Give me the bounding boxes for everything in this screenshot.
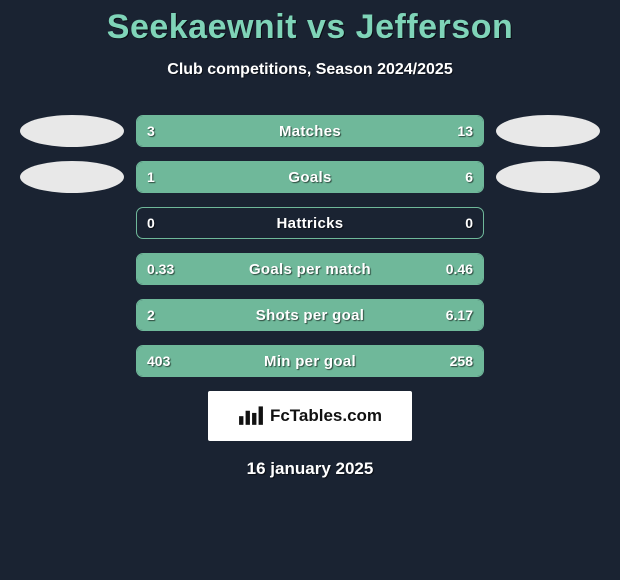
footer-date: 16 january 2025	[0, 459, 620, 479]
stats-list: 313Matches 16Goals 00Hattricks 0.330.46Goal…	[0, 115, 620, 377]
avatar-spacer	[20, 207, 124, 239]
avatar-spacer	[20, 253, 124, 285]
stat-label: Goals	[137, 162, 483, 192]
infographic-container: Seekaewnit vs Jefferson Club competition…	[0, 0, 620, 580]
stat-label: Min per goal	[137, 346, 483, 376]
avatar-spacer	[20, 299, 124, 331]
stat-bar: 00Hattricks	[136, 207, 484, 239]
stat-bar: 26.17Shots per goal	[136, 299, 484, 331]
subtitle: Club competitions, Season 2024/2025	[0, 61, 620, 79]
stat-row: 26.17Shots per goal	[0, 299, 620, 331]
stat-bar: 16Goals	[136, 161, 484, 193]
stat-label: Matches	[137, 116, 483, 146]
player-avatar-right	[496, 115, 600, 147]
stat-bar: 313Matches	[136, 115, 484, 147]
player-avatar-left	[20, 161, 124, 193]
avatar-spacer	[496, 299, 600, 331]
stat-row: 313Matches	[0, 115, 620, 147]
branding-badge: FcTables.com	[208, 391, 412, 441]
page-title: Seekaewnit vs Jefferson	[0, 8, 620, 47]
stat-bar: 0.330.46Goals per match	[136, 253, 484, 285]
avatar-spacer	[20, 345, 124, 377]
avatar-spacer	[496, 207, 600, 239]
branding-text: FcTables.com	[270, 406, 382, 426]
stat-row: 16Goals	[0, 161, 620, 193]
player-avatar-left	[20, 115, 124, 147]
player-avatar-right	[496, 161, 600, 193]
stat-label: Shots per goal	[137, 300, 483, 330]
stat-row: 00Hattricks	[0, 207, 620, 239]
stat-label: Goals per match	[137, 254, 483, 284]
stat-row: 0.330.46Goals per match	[0, 253, 620, 285]
stat-row: 403258Min per goal	[0, 345, 620, 377]
stat-bar: 403258Min per goal	[136, 345, 484, 377]
avatar-spacer	[496, 253, 600, 285]
bar-chart-icon	[238, 403, 264, 430]
stat-label: Hattricks	[137, 208, 483, 238]
avatar-spacer	[496, 345, 600, 377]
